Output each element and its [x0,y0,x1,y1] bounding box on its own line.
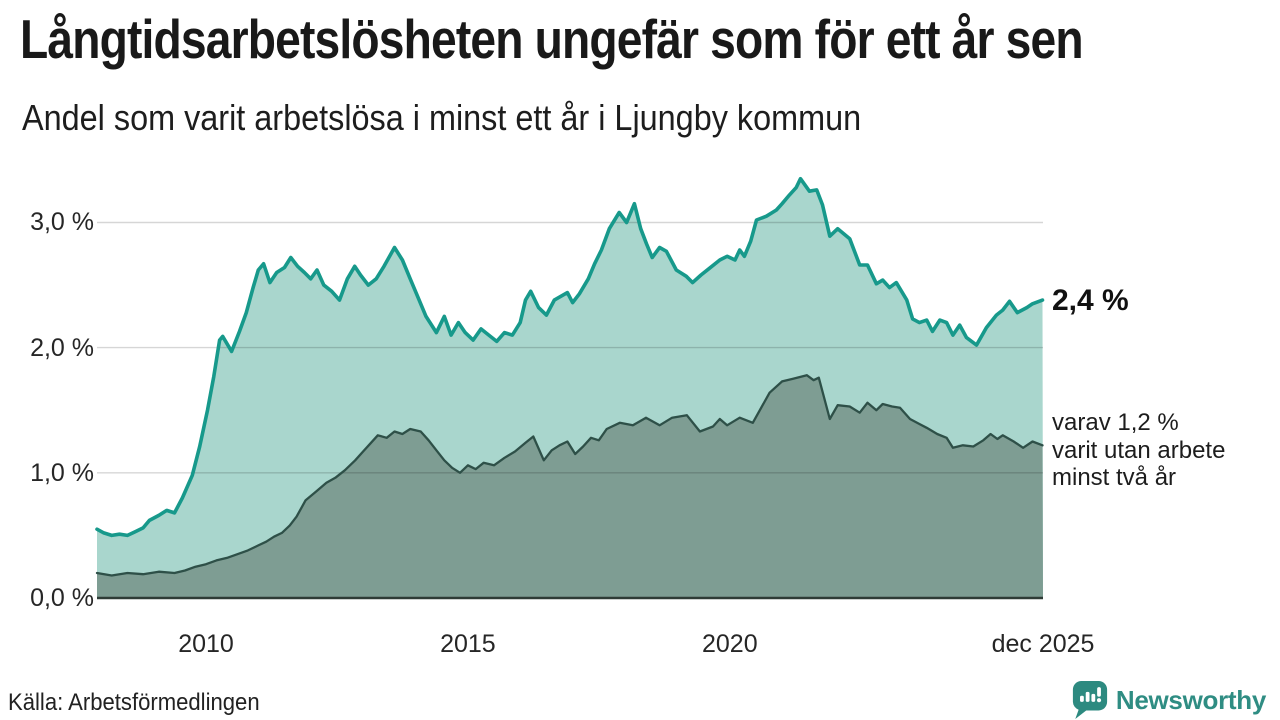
series2-value-label: varav 1,2 % varit utan arbete minst två … [1052,409,1225,492]
series2-label-line1: varav 1,2 % [1052,409,1179,436]
source-note-text: Källa: Arbetsförmedlingen [8,689,260,716]
latest-value-label: 2,4 % [1052,284,1129,317]
page-title-text: Långtidsarbetslösheten ungefär som för e… [20,8,1084,70]
source-note: Källa: Arbetsförmedlingen [8,689,282,717]
newsworthy-wordmark: Newsworthy [1115,684,1266,715]
chart-subtitle: Andel som varit arbetslösa i minst ett å… [22,97,954,139]
newsworthy-pin-icon [1071,680,1109,720]
chart-subtitle-text: Andel som varit arbetslösa i minst ett å… [22,97,862,138]
page-title: Långtidsarbetslösheten ungefär som för e… [20,7,1280,71]
series2-label-line3: minst två år [1052,464,1177,491]
newsworthy-logo[interactable]: Newsworthy [1071,681,1266,719]
series2-label-line2: varit utan arbete [1052,436,1226,464]
